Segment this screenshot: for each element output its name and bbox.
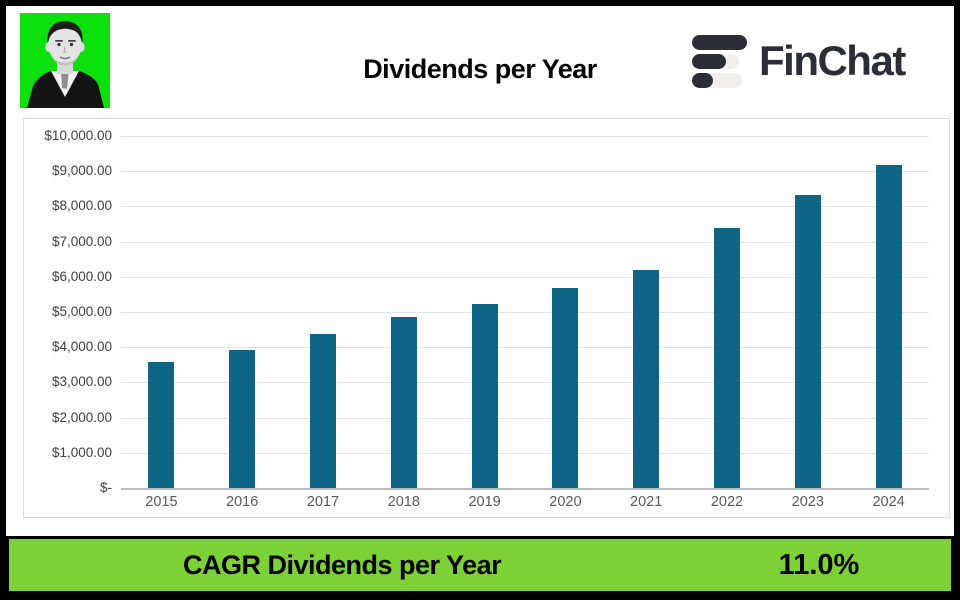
y-axis-label: $8,000.00 (51, 198, 112, 214)
cagr-label: CAGR Dividends per Year (183, 549, 502, 580)
finchat-icon (692, 34, 747, 88)
bar-2023 (794, 195, 821, 488)
y-axis-label: $4,000.00 (51, 339, 112, 355)
bar-2020 (552, 287, 579, 488)
x-axis-label: 2023 (791, 494, 824, 510)
gridline (121, 312, 929, 313)
gridline (121, 382, 929, 384)
bar-2015 (148, 361, 175, 488)
x-axis-label: 2018 (387, 494, 420, 510)
x-axis-label: 2017 (306, 494, 340, 510)
y-axis-label: $9,000.00 (51, 163, 112, 179)
bar-2024 (875, 165, 902, 488)
finchat-logo: FinChat (692, 30, 906, 92)
gridline (121, 171, 929, 173)
y-axis-label: $3,000.00 (51, 374, 112, 390)
y-axis-label: $7,000.00 (51, 233, 112, 249)
x-axis-label: 2022 (710, 494, 744, 510)
gridline (121, 206, 929, 208)
page-title: Dividends per Year (363, 54, 597, 84)
bar-2019 (471, 303, 498, 488)
x-axis-label: 2024 (872, 494, 905, 510)
gridline (121, 136, 929, 137)
bar-2021 (633, 269, 660, 488)
gridline (121, 241, 929, 243)
gridline (121, 452, 929, 454)
avatar (20, 13, 110, 108)
y-axis-label: $1,000.00 (51, 444, 112, 460)
x-axis-label: 2019 (468, 494, 501, 510)
y-axis-label: $10,000.00 (44, 128, 112, 143)
x-axis-label: 2015 (145, 494, 178, 510)
cagr-value: 11.0% (778, 548, 860, 581)
y-axis-label: $5,000.00 (51, 304, 112, 319)
gridline (121, 347, 929, 349)
bar-2016 (229, 349, 256, 488)
y-axis-label: $6,000.00 (51, 268, 112, 284)
gridline (121, 417, 929, 419)
cagr-footer: CAGR Dividends per Year 11.0% (6, 536, 954, 594)
y-axis-label: $- (99, 480, 112, 495)
x-axis-label: 2020 (549, 494, 582, 510)
finchat-wordmark: FinChat (759, 37, 906, 84)
bar-2017 (310, 333, 336, 488)
bar-2022 (714, 227, 740, 488)
gridline (121, 276, 929, 278)
dividends-bar-chart: $10,000.00 $9,000.00 $8,000.00 $7,000.00 $6,… (23, 118, 950, 518)
bar-2018 (390, 317, 417, 488)
x-axis-label: 2021 (630, 494, 663, 510)
x-axis-line (121, 488, 929, 490)
x-axis-label: 2016 (226, 494, 259, 510)
y-axis-label: $2,000.00 (51, 409, 112, 425)
